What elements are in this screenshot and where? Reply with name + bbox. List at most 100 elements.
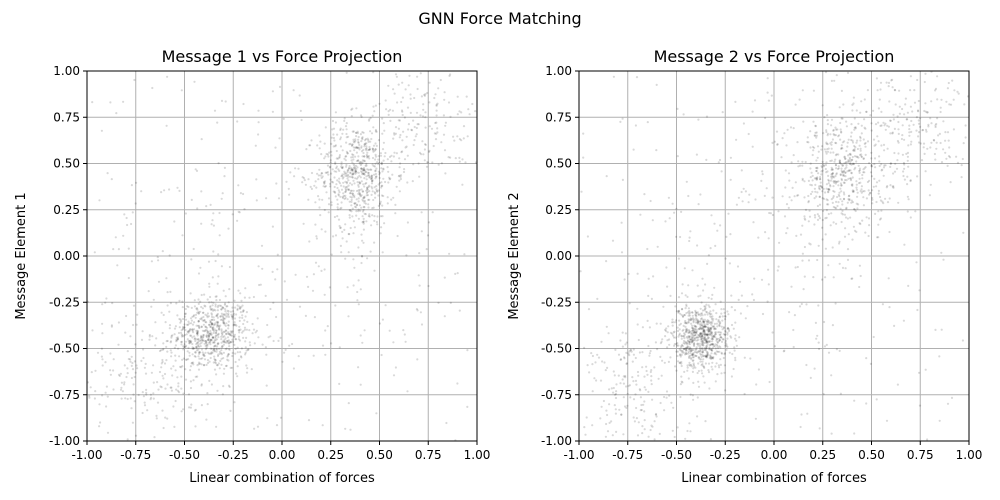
scatter-point xyxy=(283,280,286,283)
x-tick-label: -1.00 xyxy=(563,448,594,462)
scatter-point xyxy=(870,129,873,132)
scatter-point xyxy=(373,215,376,218)
scatter-point xyxy=(676,155,679,158)
scatter-point xyxy=(706,262,709,265)
scatter-point xyxy=(707,320,710,323)
scatter-point xyxy=(709,326,712,329)
scatter-point xyxy=(197,310,200,313)
scatter-point xyxy=(398,174,401,177)
scatter-point xyxy=(697,320,700,323)
scatter-point xyxy=(695,354,698,358)
scatter-point xyxy=(339,195,342,198)
scatter-point xyxy=(832,185,835,188)
scatter-point xyxy=(230,315,234,318)
scatter-point xyxy=(176,339,179,342)
scatter-point xyxy=(352,140,355,143)
scatter-point xyxy=(699,332,702,335)
scatter-point xyxy=(894,89,897,92)
scatter-point xyxy=(801,179,804,182)
scatter-point xyxy=(326,325,329,328)
scatter-point xyxy=(188,354,191,357)
scatter-point xyxy=(366,156,369,159)
scatter-point xyxy=(685,348,688,352)
scatter-point xyxy=(842,173,845,176)
scatter-point xyxy=(246,367,249,370)
scatter-point xyxy=(336,186,339,190)
scatter-point xyxy=(939,141,942,145)
scatter-point xyxy=(643,428,646,431)
scatter-point xyxy=(243,296,246,299)
scatter-point xyxy=(634,393,637,396)
scatter-point xyxy=(820,170,823,173)
scatter-point xyxy=(845,206,848,209)
scatter-point xyxy=(705,303,708,306)
scatter-point xyxy=(323,293,326,296)
scatter-point xyxy=(850,183,853,186)
scatter-point xyxy=(184,346,187,349)
scatter-point xyxy=(186,323,189,326)
scatter-point xyxy=(422,108,425,111)
scatter-point xyxy=(810,171,813,174)
scatter-point xyxy=(701,333,704,336)
scatter-point xyxy=(349,428,352,431)
scatter-point xyxy=(699,350,702,353)
scatter-point xyxy=(635,406,638,410)
scatter-point xyxy=(423,148,426,151)
scatter-point xyxy=(825,171,828,174)
scatter-point xyxy=(871,196,874,200)
scatter-point xyxy=(161,250,164,253)
scatter-point xyxy=(338,155,341,158)
scatter-point xyxy=(317,178,320,181)
scatter-point xyxy=(212,329,216,333)
scatter-point xyxy=(677,335,680,338)
scatter-point xyxy=(837,193,840,196)
scatter-point xyxy=(164,416,167,419)
scatter-point xyxy=(401,150,404,153)
scatter-point xyxy=(687,321,690,324)
scatter-point xyxy=(964,136,967,139)
scatter-point xyxy=(713,344,716,348)
scatter-point xyxy=(826,123,830,126)
scatter-point xyxy=(671,429,674,432)
scatter-point xyxy=(186,305,189,308)
scatter-point xyxy=(698,323,702,326)
scatter-point xyxy=(703,366,706,369)
scatter-point xyxy=(701,350,704,353)
scatter-point xyxy=(689,338,692,341)
scatter-point xyxy=(213,323,216,326)
scatter-point xyxy=(321,344,325,347)
scatter-point xyxy=(191,346,194,349)
scatter-point xyxy=(197,312,200,315)
scatter-point xyxy=(891,131,894,134)
scatter-point xyxy=(833,79,836,82)
scatter-point xyxy=(655,415,658,418)
scatter-point xyxy=(368,175,371,178)
scatter-point xyxy=(719,336,723,339)
scatter-point xyxy=(360,194,363,197)
scatter-point xyxy=(377,161,381,164)
scatter-point xyxy=(227,314,230,317)
scatter-point xyxy=(346,185,349,188)
scatter-point xyxy=(133,360,136,363)
scatter-point xyxy=(181,327,184,330)
scatter-point xyxy=(815,169,818,173)
scatter-point xyxy=(846,160,850,164)
scatter-point xyxy=(409,111,412,114)
scatter-point xyxy=(816,166,819,169)
scatter-point xyxy=(151,86,154,90)
scatter-point xyxy=(690,330,694,333)
scatter-point xyxy=(209,343,212,346)
scatter-point xyxy=(434,93,437,96)
scatter-point xyxy=(613,393,617,396)
scatter-point xyxy=(871,189,874,192)
scatter-point xyxy=(216,306,219,309)
scatter-point xyxy=(180,375,183,378)
scatter-point xyxy=(855,183,858,186)
scatter-point xyxy=(373,186,376,189)
scatter-point xyxy=(839,173,842,177)
scatter-point xyxy=(701,335,704,338)
scatter-point xyxy=(200,357,203,360)
scatter-point xyxy=(152,298,155,301)
scatter-point xyxy=(471,102,474,106)
scatter-point xyxy=(355,131,358,134)
